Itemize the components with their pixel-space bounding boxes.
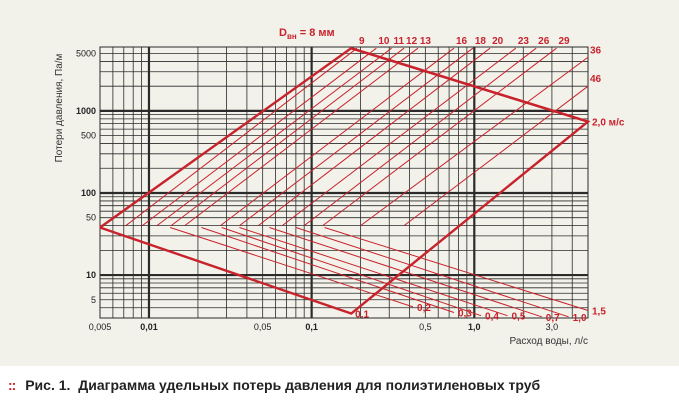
diameter-line-26 [303, 47, 537, 227]
velocity-label: 1,0 [573, 313, 587, 324]
grid [99, 46, 589, 319]
diameter-line-9 [125, 47, 358, 227]
figure-caption: :: Рис. 1. Диаграмма удельных потерь дав… [8, 372, 668, 398]
caption-dots: :: [8, 377, 16, 393]
y-tick-label: 1000 [76, 106, 96, 116]
velocity-line [269, 227, 542, 318]
diameter-label: 26 [538, 36, 550, 47]
velocity-line [239, 227, 508, 317]
y-tick-label: 100 [81, 188, 96, 198]
y-tick-label: 50 [86, 213, 96, 223]
boundary-outline [99, 46, 591, 315]
x-tick-label: 1,0 [468, 322, 481, 332]
labels: 0,005 0,01 0,05 0,1 0,5 1,0 3,0 5 10 50 100 500 1000… [76, 36, 625, 332]
velocity-line [201, 227, 455, 313]
x-tick-label: 0,5 [419, 322, 432, 332]
diameter-label: 12 [406, 36, 418, 47]
diameter-line-20 [257, 47, 491, 227]
caption-text: Диаграмма удельных потерь давления для п… [78, 377, 541, 393]
diameter-label: 16 [456, 36, 468, 47]
diameter-label: 20 [492, 36, 504, 47]
velocity-label: 0,1 [355, 310, 369, 321]
x-tick-label: 0,05 [254, 322, 272, 332]
diameter-line-36 [360, 56, 589, 227]
diameter-line-46 [403, 85, 589, 227]
plot-frame [99, 46, 589, 319]
diameter-line-11 [156, 47, 392, 227]
x-tick-label: 3,0 [546, 322, 559, 332]
diameter-line-12 [170, 47, 405, 227]
velocity-label: 0,4 [485, 312, 499, 323]
diameter-line-13 [184, 47, 419, 227]
diameter-label: 23 [518, 36, 530, 47]
diameter-label: 10 [378, 36, 390, 47]
diameter-label: 13 [420, 36, 432, 47]
velocity-line [221, 227, 482, 317]
velocity-line [324, 226, 589, 311]
y-axis-label: Потери давления, Па/м [54, 53, 65, 162]
velocity-label: 2,0 м/с [592, 118, 625, 129]
velocity-label: 0,7 [546, 313, 560, 324]
diameter-label: 9 [359, 36, 365, 47]
velocity-label: 0,2 [417, 303, 431, 314]
y-tick-label: 500 [81, 131, 96, 141]
caption-number: Рис. 1. [25, 377, 71, 393]
diameter-title: Dвн = 8 мм [279, 27, 335, 41]
pressure-loss-chart: 0,005 0,01 0,05 0,1 0,5 1,0 3,0 5 10 50 100 500 1000… [54, 27, 625, 347]
velocity-line [350, 47, 589, 123]
x-tick-label: 0,1 [305, 322, 318, 332]
diameter-label: 29 [558, 36, 570, 47]
diameter-label: 46 [590, 74, 602, 85]
diameter-line-16 [220, 47, 455, 227]
velocity-line [170, 227, 414, 308]
y-tick-label: 5 [91, 295, 96, 305]
velocity-label: 0,3 [458, 309, 472, 320]
x-axis-label: Расход воды, л/с [510, 336, 588, 347]
chart-panel: 0,005 0,01 0,05 0,1 0,5 1,0 3,0 5 10 50 100 500 1000… [0, 0, 679, 366]
curves [99, 46, 591, 318]
diameter-label: 11 [394, 36, 405, 47]
velocity-label: 0,5 [512, 312, 526, 323]
velocity-line [295, 227, 569, 318]
x-tick-label: 0,01 [140, 322, 158, 332]
diameter-line-23 [281, 47, 517, 227]
y-tick-label: 10 [86, 270, 96, 280]
diameter-label: 36 [590, 45, 602, 56]
y-tick-label: 5000 [76, 49, 96, 59]
velocity-line [99, 227, 352, 315]
velocity-label: 1,5 [592, 307, 606, 318]
diameter-label: 18 [475, 36, 487, 47]
diameter-line-10 [142, 47, 377, 227]
diameter-line-18 [239, 47, 474, 227]
diameter-line-29 [322, 47, 557, 227]
x-tick-label: 0,005 [89, 322, 112, 332]
